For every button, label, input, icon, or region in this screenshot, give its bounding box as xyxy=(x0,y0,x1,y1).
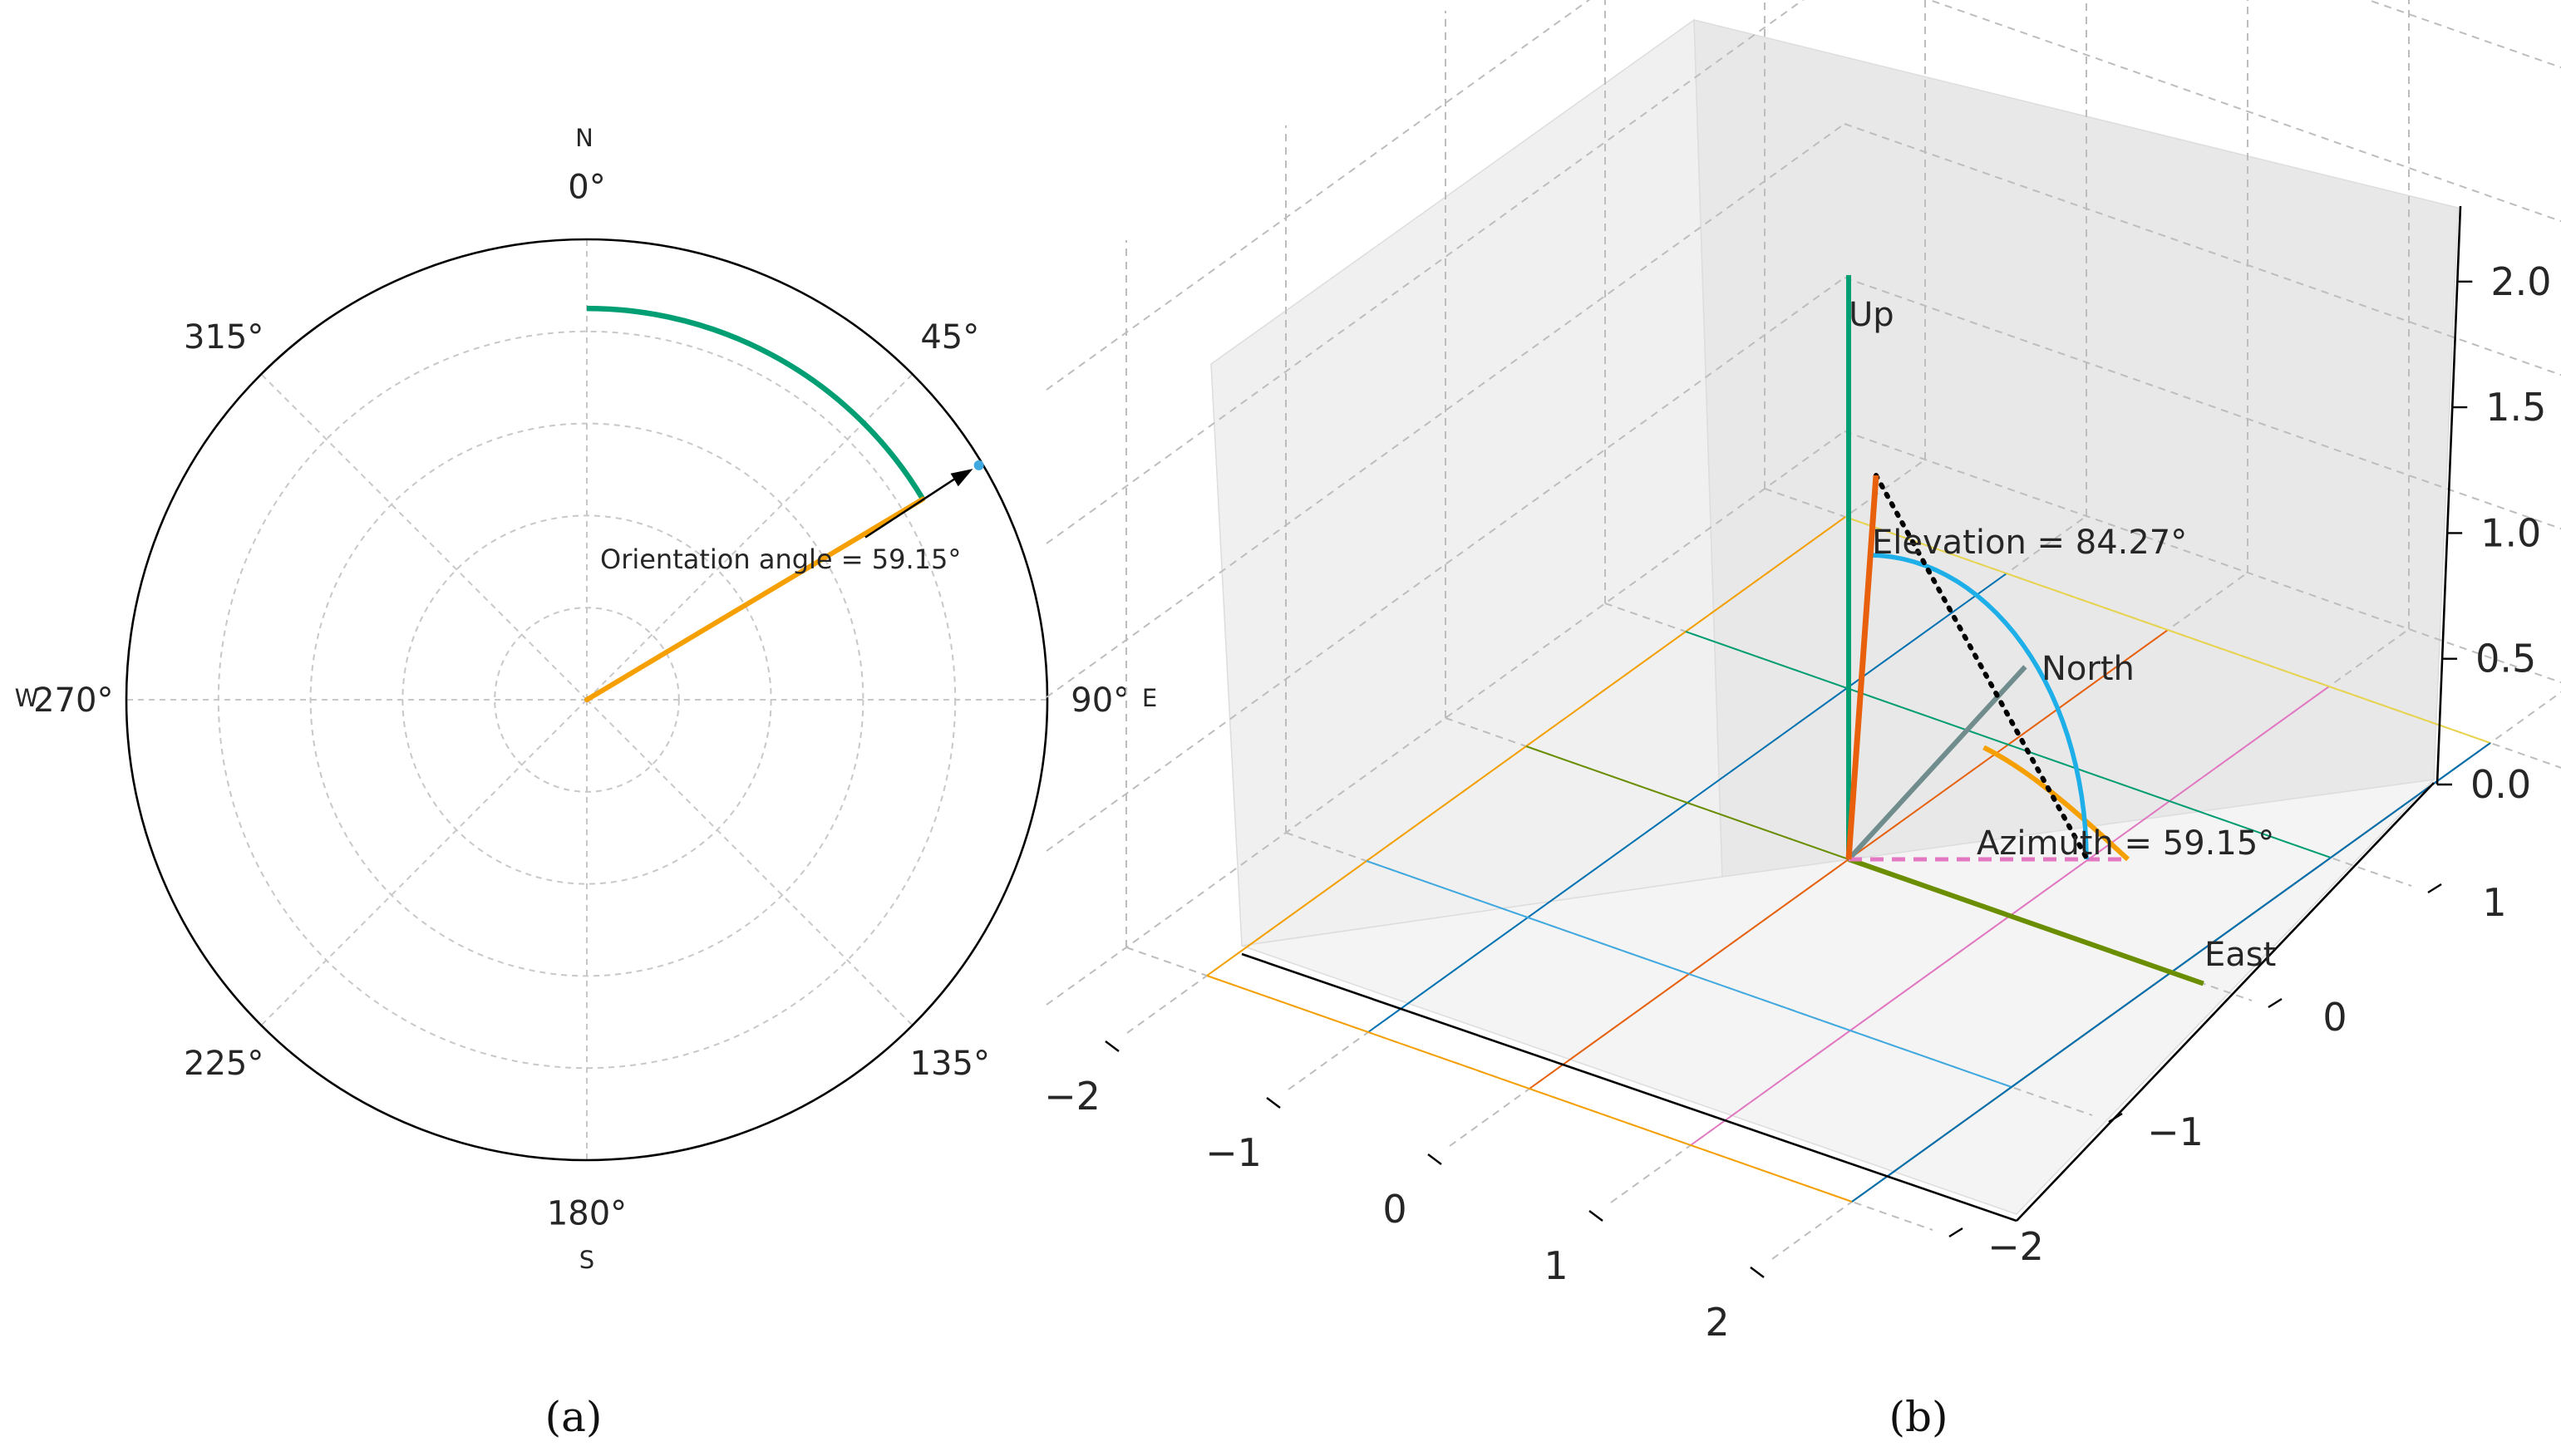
elevation-arc xyxy=(1868,553,2089,860)
grid-right-z-0.5 xyxy=(1844,277,2561,530)
grid-right-z-1.5 xyxy=(1927,0,2561,223)
y-tick-label--2: −2 xyxy=(1987,1224,2044,1269)
x-tick-label--1: −1 xyxy=(1205,1130,1262,1175)
polar-tick-label-315: 315° xyxy=(184,318,263,357)
up-axis-label: Up xyxy=(1849,296,1894,334)
grid-left-z-1 xyxy=(1046,123,1845,698)
y-tick--1 xyxy=(2108,1112,2123,1124)
grid-left-z-1.5 xyxy=(1046,0,1805,544)
z-tick-label-0: 0.0 xyxy=(2470,762,2531,807)
x-tick-label-2: 2 xyxy=(1705,1300,1729,1345)
polar-grid-spoke-225 xyxy=(260,699,588,1026)
east-axis-vector xyxy=(1848,857,2204,986)
x-tick-label-0: 0 xyxy=(1382,1187,1406,1232)
east-axis-label: East xyxy=(2204,936,2276,974)
y-tick-label-0: 0 xyxy=(2322,995,2347,1040)
north-axis-label: North xyxy=(2041,650,2135,688)
azimuth-arc xyxy=(1982,745,2130,862)
pointing-vector xyxy=(1845,475,1879,860)
polar-grid-spoke-45 xyxy=(586,373,914,701)
z-tick-label-0.5: 0.5 xyxy=(2475,637,2536,681)
x-tick--2 xyxy=(1105,1040,1120,1052)
grid-left-z-0.5 xyxy=(1046,277,1845,852)
y-tick-0 xyxy=(2268,997,2283,1009)
3d-floor-colored-grid xyxy=(1206,516,2491,1203)
floor-y-line--1 xyxy=(1366,860,2012,1088)
floor-y-line--2 xyxy=(1206,975,1853,1203)
compass-north-label: N xyxy=(575,124,593,152)
compass-south-label: S xyxy=(579,1246,594,1274)
x-tick-1 xyxy=(1588,1210,1603,1222)
caption-a: (a) xyxy=(545,1393,603,1441)
y-tick-1 xyxy=(2427,883,2442,894)
polar-grid-circle-3 xyxy=(309,422,864,977)
polar-outer-circle xyxy=(125,238,1049,1162)
polar-tick-label-0: 0° xyxy=(568,168,605,206)
orientation-arrowhead xyxy=(950,469,973,487)
compass-west-label: W xyxy=(15,684,39,712)
elevation-dotted-line xyxy=(1874,473,2089,860)
orientation-arrow xyxy=(864,470,968,539)
polar-tick-label-45: 45° xyxy=(920,318,979,357)
x-tick-label--2: −2 xyxy=(1044,1074,1101,1119)
compass-east-label: E xyxy=(1142,684,1157,712)
z-tick-label-2: 2.0 xyxy=(2490,259,2551,304)
orientation-annotation: Orientation angle = 59.15° xyxy=(600,544,961,575)
3d-back-pane-left xyxy=(1210,18,1723,947)
polar-tick-labels: 0° 45° 90° 135° 180° 225° 270° 315° xyxy=(33,168,1130,1232)
orientation-arc xyxy=(586,305,926,501)
polar-tick-label-225: 225° xyxy=(184,1045,263,1083)
3d-tick-marks xyxy=(1105,280,2473,1278)
polar-tick-label-90: 90° xyxy=(1071,681,1130,720)
polar-tick-label-135: 135° xyxy=(910,1045,990,1083)
elevation-annotation: Elevation = 84.27° xyxy=(1872,524,2187,562)
y-tick--2 xyxy=(1948,1227,1963,1238)
orientation-vector xyxy=(584,496,926,702)
polar-tick-label-270: 270° xyxy=(33,681,113,720)
grid-right-z-1 xyxy=(1844,123,2561,376)
caption-b: (b) xyxy=(1889,1393,1948,1441)
north-axis-vector xyxy=(1846,665,2027,862)
3d-x-axis-line xyxy=(1241,952,2017,1222)
polar-grid-spoke-135 xyxy=(586,699,914,1026)
y-tick-label--1: −1 xyxy=(2147,1109,2204,1154)
polar-tick-label-180: 180° xyxy=(547,1195,627,1233)
y-tick-label-1: 1 xyxy=(2482,880,2506,925)
orientation-marker xyxy=(973,460,984,470)
z-tick-label-1.5: 1.5 xyxy=(2485,385,2546,430)
x-tick-label-1: 1 xyxy=(1544,1243,1568,1288)
polar-grid-spoke-315 xyxy=(260,373,588,701)
grid-left-z-2 xyxy=(1046,0,1591,391)
grid-right-z-2 xyxy=(2366,0,2561,69)
x-tick--1 xyxy=(1266,1097,1281,1109)
polar-gridlines xyxy=(126,239,1047,1160)
3d-z-axis-line xyxy=(2435,205,2462,785)
grid-left-z-0 xyxy=(1046,430,1845,1006)
z-tick-label-1: 1.0 xyxy=(2480,510,2541,555)
x-tick-0 xyxy=(1427,1153,1442,1165)
floor-y-line-1 xyxy=(1685,631,2332,858)
3d-floor-pane xyxy=(1241,778,2436,1215)
3d-y-axis-line xyxy=(2016,782,2435,1222)
floor-y-line-2 xyxy=(1844,516,2491,744)
polar-chart: 0° 45° 90° 135° 180° 225° 270° 315° N S E W Ori… xyxy=(15,124,1158,1274)
azimuth-annotation: Azimuth = 59.15° xyxy=(1977,824,2274,863)
grid-right-z-0 xyxy=(1844,430,2561,684)
x-tick-2 xyxy=(1750,1267,1765,1278)
3d-back-pane-right xyxy=(1693,19,2459,878)
3d-axis-panes xyxy=(1210,18,2459,1215)
